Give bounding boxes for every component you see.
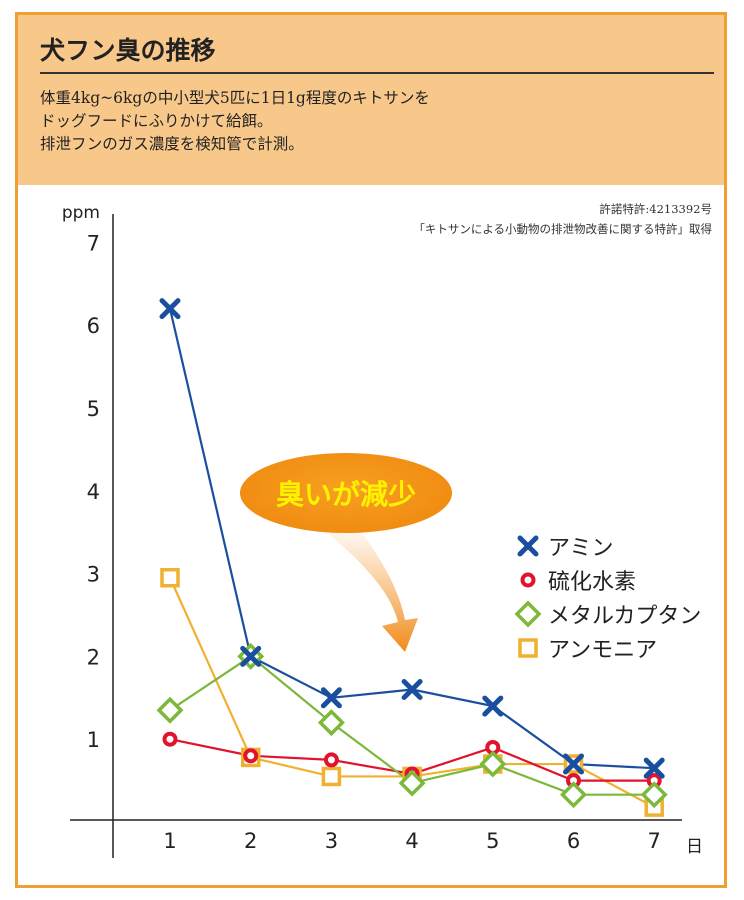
data-point	[162, 731, 178, 747]
y-tick-label: 6	[87, 314, 100, 338]
data-point	[321, 766, 342, 787]
legend-marker-circle	[520, 572, 536, 588]
description: 体重4kg~6kgの中小型犬5匹に1日1g程度のキトサンを ドッグフードにふりか…	[40, 87, 430, 156]
data-point	[479, 750, 507, 778]
data-point	[323, 752, 339, 768]
header-panel: 犬フン臭の推移 体重4kg~6kgの中小型犬5匹に1日1g程度のキトサンを ドッ…	[18, 15, 724, 185]
legend-marker-diamond	[514, 600, 542, 628]
legend-item: アミン	[517, 535, 614, 561]
series-markers-x	[159, 298, 665, 779]
data-point	[640, 781, 668, 809]
description-line: 排泄フンのガス濃度を検知管で計測。	[40, 135, 304, 153]
data-point	[317, 709, 345, 737]
x-tick-label: 4	[405, 829, 418, 853]
description-line: ドッグフードにふりかけて給餌。	[40, 112, 273, 130]
decrease-arrow	[322, 528, 418, 652]
legend-label: アンモニア	[548, 638, 657, 663]
legend-label: 硫化水素	[548, 570, 636, 595]
patent-number: 許諾特許:4213392号	[599, 202, 712, 216]
data-point	[401, 679, 423, 701]
data-point	[159, 298, 181, 320]
data-point	[243, 748, 259, 764]
data-point	[482, 695, 504, 717]
data-point	[320, 687, 342, 709]
series-markers-diamond	[156, 642, 668, 809]
x-tick-label: 2	[244, 829, 257, 853]
legend-marker-x	[517, 535, 539, 557]
x-axis-label: 日	[686, 837, 703, 857]
callout: 臭いが減少	[240, 453, 452, 652]
page-title: 犬フン臭の推移	[40, 36, 216, 65]
data-point	[398, 769, 426, 797]
data-point	[643, 757, 665, 779]
data-point	[563, 753, 584, 775]
legend-marker-square	[518, 638, 538, 658]
legend-item: アンモニア	[518, 638, 657, 663]
y-axis-label: ppm	[62, 203, 100, 223]
y-tick-label: 2	[87, 645, 100, 669]
chart-frame: 犬フン臭の推移 体重4kg~6kgの中小型犬5匹に1日1g程度のキトサンを ドッ…	[15, 12, 727, 888]
y-tick-label: 5	[87, 397, 100, 421]
legend-label: アミン	[548, 536, 614, 561]
x-tick-label: 6	[567, 829, 580, 853]
x-tick-label: 7	[648, 829, 661, 853]
patent-note: 許諾特許:4213392号 「キトサンによる小動物の排泄物改善に関する特許」取得	[413, 199, 712, 239]
x-tick-label: 1	[163, 829, 176, 853]
legend-item: 硫化水素	[520, 570, 636, 595]
x-tick-label: 5	[486, 829, 499, 853]
patent-title: 「キトサンによる小動物の排泄物改善に関する特許」取得	[413, 222, 712, 236]
callout-bubble	[240, 453, 452, 533]
data-point	[560, 781, 587, 809]
x-tick-label: 3	[325, 829, 338, 853]
y-tick-label: 4	[87, 480, 100, 504]
title-divider	[40, 72, 714, 74]
y-tick-label: 1	[87, 728, 100, 752]
data-point	[156, 696, 184, 724]
legend-label: メタルカプタン	[548, 604, 701, 629]
data-point	[240, 645, 262, 667]
series-markers-circle	[162, 731, 662, 789]
y-tick-label: 3	[87, 563, 100, 587]
y-tick-label: 7	[87, 231, 100, 255]
data-point	[160, 567, 180, 588]
callout-text: 臭いが減少	[276, 478, 416, 511]
legend-item: メタルカプタン	[514, 600, 701, 629]
description-line: 体重4kg~6kgの中小型犬5匹に1日1g程度のキトサンを	[40, 89, 430, 107]
